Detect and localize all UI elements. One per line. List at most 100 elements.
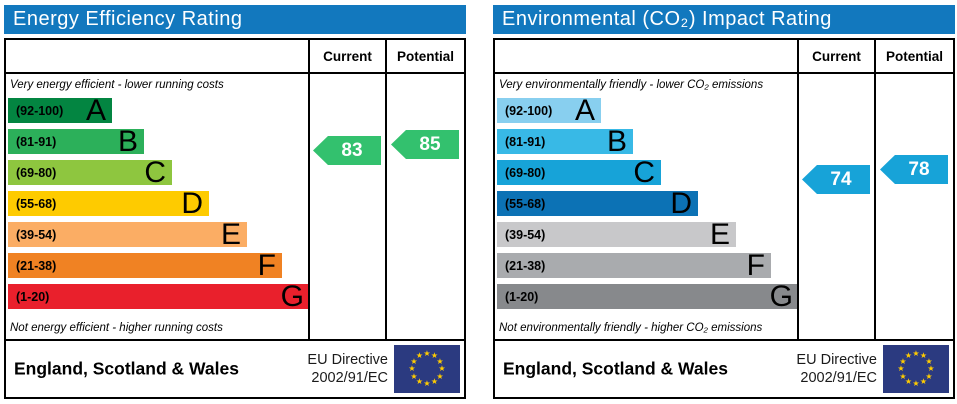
current-rating-value: 83 (341, 139, 363, 161)
current-column: 83 (310, 74, 387, 341)
eu-directive-text: EU Directive 2002/91/EC (796, 351, 877, 387)
band-letter: G (280, 280, 304, 313)
current-rating-arrow: 83 (313, 136, 381, 165)
eu-star-icon: ★ (899, 356, 907, 366)
band-row-e: (39-54) E (8, 218, 247, 251)
band-row-b: (81-91) B (8, 127, 144, 157)
current-rating-arrow: 74 (802, 165, 870, 194)
eu-directive-line2: 2002/91/EC (800, 370, 877, 386)
potential-rating-value: 78 (908, 158, 930, 180)
eu-star-icon: ★ (897, 364, 905, 373)
band-range-label: (39-54) (505, 227, 546, 242)
band-range-label: (21-38) (16, 258, 57, 273)
band-letter: G (769, 280, 793, 313)
rating-scale: Very environmentally friendly - lower CO… (495, 74, 799, 341)
band-row-c: (69-80) C (8, 156, 172, 189)
eu-star-icon: ★ (912, 349, 920, 358)
band-range-label: (69-80) (505, 165, 546, 180)
band-range-label: (39-54) (16, 227, 57, 242)
band-row-g: (1-20) G (8, 280, 308, 313)
region-label: England, Scotland & Wales (14, 358, 239, 379)
corner-cell (495, 40, 799, 74)
eu-star-icon: ★ (438, 364, 446, 373)
eu-star-icon: ★ (430, 376, 439, 386)
band-range-label: (1-20) (505, 289, 539, 304)
potential-rating-arrow: 78 (880, 155, 948, 184)
band-row-e: (39-54) E (497, 218, 736, 251)
panel-footer: England, Scotland & Wales EU Directive 2… (6, 341, 464, 397)
band-range-label: (81-91) (505, 134, 546, 149)
eu-star-icon: ★ (410, 356, 418, 366)
band-row-f: (21-38) F (8, 249, 282, 282)
band-range-label: (92-100) (505, 103, 553, 118)
eu-star-icon: ★ (927, 364, 935, 373)
potential-column: 85 (387, 74, 464, 341)
eu-star-icon: ★ (436, 371, 444, 381)
band-range-label: (55-68) (16, 196, 57, 211)
band-letter: D (670, 187, 692, 220)
band-letter: F (746, 249, 765, 282)
band-row-f: (21-38) F (497, 249, 771, 282)
band-row-g: (1-20) G (497, 280, 797, 313)
eu-star-icon: ★ (423, 379, 431, 388)
band-letter: A (574, 94, 595, 127)
band-letter: E (220, 218, 241, 251)
band-letter: F (257, 249, 276, 282)
potential-rating-value: 85 (419, 133, 441, 155)
eu-star-icon: ★ (408, 364, 416, 373)
band-row-c: (69-80) C (497, 156, 661, 189)
band-letter: C (633, 156, 655, 189)
eu-star-icon: ★ (904, 376, 913, 386)
eu-star-icon: ★ (919, 376, 928, 386)
band-range-label: (92-100) (16, 103, 64, 118)
band-range-label: (1-20) (16, 289, 50, 304)
corner-cell (6, 40, 310, 74)
band-range-label: (69-80) (16, 165, 57, 180)
eu-star-icon: ★ (904, 351, 913, 360)
eu-star-icon: ★ (436, 356, 444, 366)
eu-star-icon: ★ (899, 371, 907, 381)
eu-flag: ★ ★ ★ ★ ★ ★ ★ ★ ★ ★ ★ ★ (883, 345, 949, 393)
eu-star-icon: ★ (430, 351, 439, 360)
rating-scale: Very energy efficient - lower running co… (6, 74, 310, 341)
bottom-note: Not environmentally friendly - higher CO… (499, 322, 763, 334)
column-header-potential: Potential (876, 40, 953, 74)
environmental-impact-panel: Environmental (CO₂) Impact Rating Curren… (493, 5, 955, 399)
band-letter: E (709, 218, 730, 251)
energy-efficiency-panel: Energy Efficiency Rating Current Potenti… (4, 5, 466, 399)
panel-title: Energy Efficiency Rating (4, 5, 466, 34)
potential-rating-arrow: 85 (391, 130, 459, 159)
eu-star-icon: ★ (925, 371, 933, 381)
column-header-current: Current (799, 40, 876, 74)
band-row-a: (92-100) A (497, 94, 601, 127)
rating-table: Current Potential Very energy efficient … (4, 38, 466, 399)
band-row-d: (55-68) D (8, 189, 209, 219)
band-range-label: (21-38) (505, 258, 546, 273)
eu-star-icon: ★ (925, 356, 933, 366)
band-range-label: (55-68) (505, 196, 546, 211)
region-label: England, Scotland & Wales (503, 358, 728, 379)
column-header-potential: Potential (387, 40, 464, 74)
panel-footer: England, Scotland & Wales EU Directive 2… (495, 341, 953, 397)
eu-star-icon: ★ (415, 351, 424, 360)
eu-directive-text: EU Directive 2002/91/EC (307, 351, 388, 387)
eu-directive-line1: EU Directive (796, 351, 877, 368)
bottom-note: Not energy efficient - higher running co… (10, 322, 223, 334)
band-row-d: (55-68) D (497, 187, 698, 220)
current-column: 74 (799, 74, 876, 341)
band-row-b: (81-91) B (497, 127, 633, 157)
current-rating-value: 74 (830, 168, 852, 190)
eu-star-icon: ★ (410, 371, 418, 381)
band-letter: C (144, 156, 166, 189)
rating-table: Current Potential Very environmentally f… (493, 38, 955, 399)
column-header-current: Current (310, 40, 387, 74)
panel-title: Environmental (CO₂) Impact Rating (493, 5, 955, 34)
eu-star-icon: ★ (415, 376, 424, 386)
top-note: Very energy efficient - lower running co… (10, 79, 224, 91)
eu-directive-line1: EU Directive (307, 351, 388, 368)
band-range-label: (81-91) (16, 134, 57, 149)
top-note: Very environmentally friendly - lower CO… (499, 79, 764, 91)
eu-star-icon: ★ (912, 379, 920, 388)
eu-star-icon: ★ (423, 349, 431, 358)
